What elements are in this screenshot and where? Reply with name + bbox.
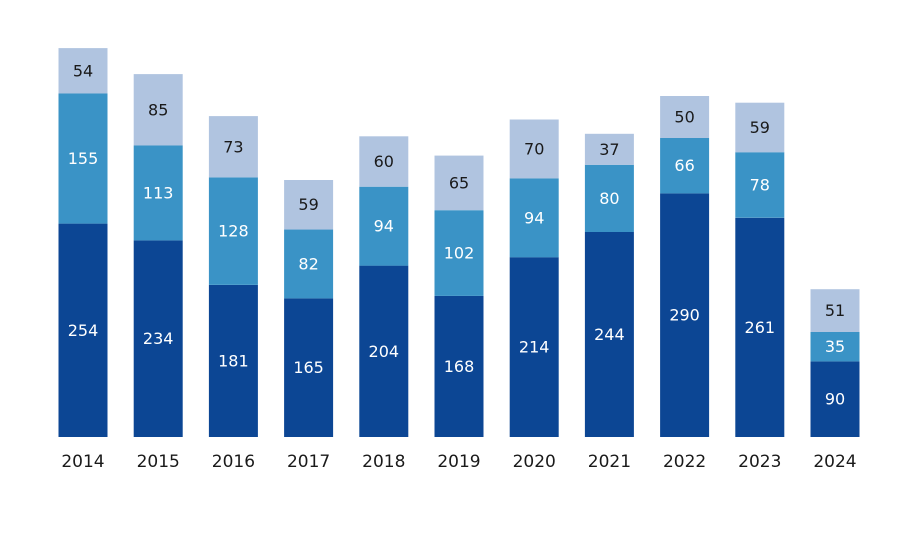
data-label-2022-series-2: 66 [674,156,694,175]
data-label-2017-series-3: 59 [298,195,318,214]
data-label-2016-series-1: 181 [218,352,249,371]
data-label-2021-series-1: 244 [594,325,625,344]
bar-segment-2019-series-3 [434,155,484,211]
data-label-2014-series-3: 54 [73,61,93,80]
bar-segment-2016-series-3 [208,116,258,178]
x-tick-label-2022: 2022 [663,452,706,472]
x-tick-label-2015: 2015 [137,452,180,472]
data-label-2018-series-2: 94 [374,217,394,236]
bar-segment-2014-series-2 [58,93,108,224]
data-label-2021-series-3: 37 [599,140,619,159]
bar-segment-2021-series-3 [584,133,634,165]
bar-segment-2021-series-2 [584,164,634,232]
data-label-2021-series-2: 80 [599,189,619,208]
bar-segment-2022-series-2 [660,138,710,194]
bar-segment-2019-series-1 [434,295,484,437]
data-label-2022-series-1: 290 [669,306,700,325]
bar-segment-2016-series-2 [208,177,258,285]
data-label-2024-series-1: 90 [825,390,845,409]
data-label-2020-series-1: 214 [519,338,550,357]
data-label-2016-series-2: 128 [218,222,249,241]
data-label-2019-series-2: 102 [444,244,475,263]
bar-segment-2017-series-2 [284,229,334,299]
x-tick-label-2021: 2021 [588,452,631,472]
bar-segment-2024-series-1 [810,361,860,437]
bar-segment-2023-series-3 [735,102,785,153]
data-label-2020-series-2: 94 [524,208,544,227]
data-label-2023-series-3: 59 [750,118,770,137]
x-tick-label-2019: 2019 [437,452,480,472]
data-label-2017-series-1: 165 [293,358,324,377]
bar-segment-2024-series-2 [810,332,860,362]
bar-segment-2024-series-3 [810,289,860,332]
bar-segment-2015-series-1 [133,240,183,437]
x-tick-label-2023: 2023 [738,452,781,472]
bar-segment-2017-series-3 [284,180,334,230]
data-label-2017-series-2: 82 [298,255,318,274]
data-label-2016-series-3: 73 [223,137,243,156]
bar-segment-2017-series-1 [284,298,334,437]
data-label-2024-series-3: 51 [825,301,845,320]
x-tick-label-2014: 2014 [61,452,104,472]
data-label-2018-series-3: 60 [374,152,394,171]
plot-area: 254 155 54 2014 234 113 85 2015 181 128 73 2016 165 8… [58,48,860,472]
bar-segment-2019-series-2 [434,210,484,296]
bar-segment-2018-series-2 [359,186,409,266]
bar-segment-2014-series-1 [58,223,108,437]
data-label-2024-series-2: 35 [825,337,845,356]
bar-segment-2022-series-3 [660,96,710,138]
bar-segment-2018-series-1 [359,265,409,437]
data-label-2019-series-1: 168 [444,357,475,376]
bar-segment-2020-series-3 [509,119,559,179]
data-label-2020-series-3: 70 [524,139,544,158]
bar-segment-2022-series-1 [660,193,710,437]
bar-segment-2020-series-1 [509,257,559,437]
data-label-2014-series-2: 155 [68,149,99,168]
data-label-2023-series-2: 78 [750,176,770,195]
x-tick-label-2020: 2020 [513,452,556,472]
x-tick-label-2017: 2017 [287,452,330,472]
bar-segment-2015-series-2 [133,145,183,241]
bar-segment-2015-series-3 [133,74,183,146]
x-tick-label-2018: 2018 [362,452,405,472]
bar-segment-2018-series-3 [359,136,409,187]
bar-segment-2014-series-3 [58,48,108,94]
data-label-2018-series-1: 204 [369,342,400,361]
bar-segment-2016-series-1 [208,285,258,437]
x-tick-label-2024: 2024 [813,452,856,472]
data-label-2023-series-1: 261 [745,318,776,337]
bar-segment-2021-series-1 [584,232,634,437]
data-label-2014-series-1: 254 [68,321,99,340]
bar-segment-2023-series-2 [735,152,785,218]
bar-segment-2020-series-2 [509,178,559,258]
data-label-2015-series-2: 113 [143,184,174,203]
data-label-2015-series-3: 85 [148,100,168,119]
data-label-2022-series-3: 50 [674,108,694,127]
x-tick-label-2016: 2016 [212,452,255,472]
data-label-2019-series-3: 65 [449,173,469,192]
data-label-2015-series-1: 234 [143,329,174,348]
bar-segment-2023-series-1 [735,217,785,437]
